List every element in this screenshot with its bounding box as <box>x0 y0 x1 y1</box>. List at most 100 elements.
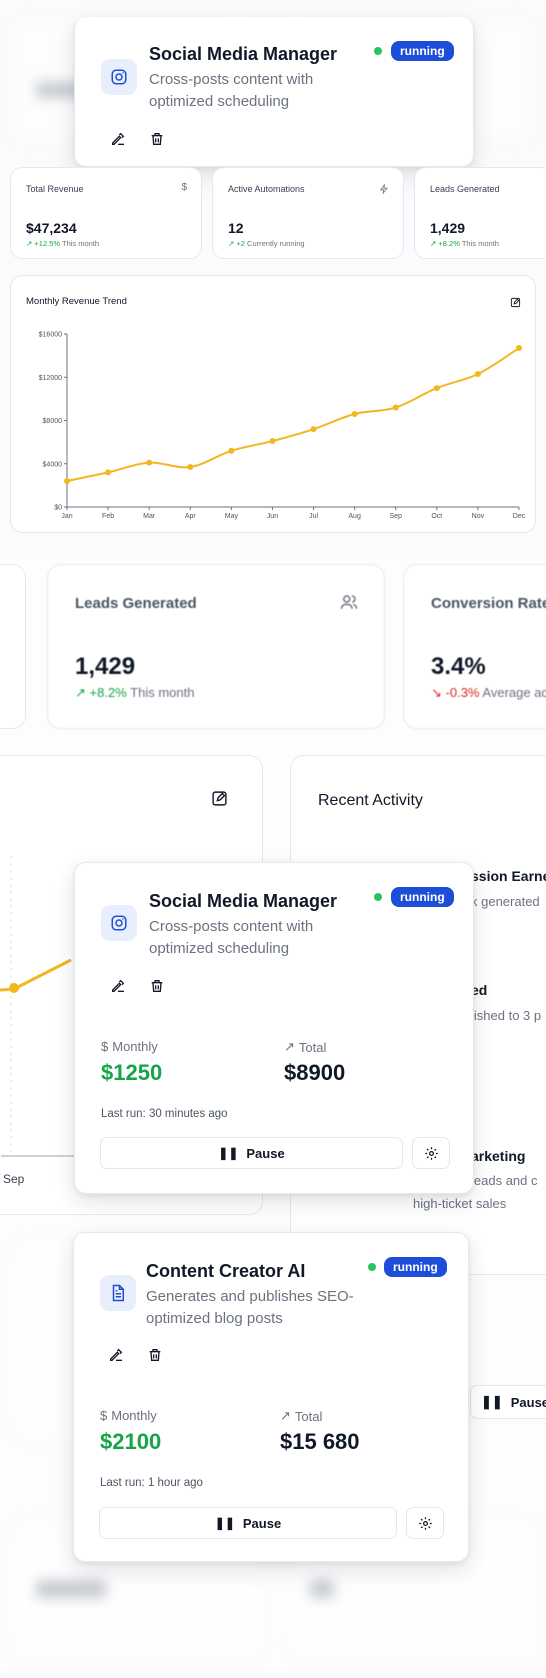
monthly-value: $2100 <box>100 1429 162 1454</box>
stat-value: $47,234 <box>26 220 77 236</box>
x-tick-label: May <box>225 513 239 520</box>
total-label: ↗ Total <box>284 1039 327 1055</box>
x-tick-label: Aug <box>348 513 361 520</box>
bolt-icon <box>379 181 389 199</box>
instagram-icon <box>101 905 137 941</box>
dollar-icon: $ <box>181 182 187 193</box>
agent-title: Content Creator AI <box>146 1261 306 1281</box>
stat-card-active-automations: Active Automations 12 ↗ +2 Currently run… <box>212 167 404 259</box>
status-badge: running <box>384 1257 447 1277</box>
data-point <box>310 426 317 433</box>
bg-pause-button[interactable]: ❚❚ Pause <box>470 1385 546 1419</box>
activity-item-title: ssion Earne <box>471 868 546 884</box>
x-tick-label: Jul <box>309 513 318 520</box>
edit-icon[interactable] <box>109 977 127 995</box>
pause-button[interactable]: ❚❚ Pause <box>99 1507 397 1539</box>
stat-value: 3.4% <box>431 653 486 680</box>
edit-icon[interactable] <box>211 790 228 812</box>
data-point <box>146 459 153 466</box>
edit-icon[interactable] <box>109 130 127 148</box>
trash-icon[interactable] <box>148 977 166 995</box>
stat-change: ↗ +8.2% This month <box>430 239 499 248</box>
x-tick-label: Jun <box>267 513 278 520</box>
stat-title: Conversion Rate <box>431 595 546 612</box>
revenue-line-chart: $0 $4000 $8000 $12000 $16000 Jan Feb Mar Apr May J… <box>39 332 526 521</box>
data-point <box>64 478 70 485</box>
y-tick-label: $16000 <box>39 332 62 339</box>
data-point <box>187 463 194 470</box>
axis-label: Sep <box>3 1172 25 1186</box>
edit-icon[interactable] <box>107 1346 125 1364</box>
data-point <box>105 469 112 476</box>
trash-icon[interactable] <box>146 1346 164 1364</box>
trend-down-icon: ↘ <box>431 685 442 700</box>
stat-value: 12 <box>228 220 244 236</box>
status-badge: running <box>391 41 454 61</box>
data-point <box>269 438 276 445</box>
stat-title: Leads Generated <box>430 184 500 194</box>
stat-change: ↘ -0.3% Average ac <box>431 685 546 700</box>
users-icon <box>340 593 358 616</box>
x-tick-label: Apr <box>185 513 197 520</box>
monthly-value: $1250 <box>101 1060 163 1085</box>
y-tick-label: $4000 <box>43 461 63 468</box>
pause-button[interactable]: ❚❚ Pause <box>100 1137 403 1169</box>
total-value: $15 680 <box>280 1429 360 1454</box>
trend-up-icon: ↗ <box>228 239 235 248</box>
stat-title: Leads Generated <box>75 595 197 612</box>
stat-value: 1,429 <box>75 653 136 680</box>
x-tick-label: Oct <box>431 513 442 520</box>
data-point <box>351 411 358 418</box>
total-value: $8900 <box>284 1060 346 1085</box>
settings-button[interactable] <box>412 1137 450 1169</box>
x-tick-label: Jan <box>61 513 72 520</box>
trend-up-icon: ↗ <box>284 1039 295 1054</box>
revenue-series-line <box>66 347 520 483</box>
x-tick-label: Mar <box>143 513 156 520</box>
recent-activity-title: Recent Activity <box>318 792 423 809</box>
agent-card-social: Social Media Manager Cross-posts content… <box>74 862 474 1194</box>
stat-card-partial <box>0 564 26 729</box>
last-run: Last run: 30 minutes ago <box>101 1108 228 1120</box>
data-point <box>474 371 481 378</box>
status-badge: running <box>391 887 454 907</box>
settings-button[interactable] <box>406 1507 444 1539</box>
status-dot <box>374 47 382 55</box>
dollar-icon: $ <box>101 1039 109 1054</box>
document-icon <box>100 1275 136 1311</box>
trash-icon[interactable] <box>148 130 166 148</box>
stat-change: ↗ +8.2% This month <box>75 685 195 700</box>
bg-chart-fragment <box>0 856 81 1157</box>
data-point <box>228 447 235 454</box>
dollar-icon: $ <box>100 1408 108 1423</box>
activity-item-subtitle: leads and c <box>471 1173 538 1188</box>
y-tick-label: $12000 <box>39 375 62 382</box>
gear-icon <box>424 1146 438 1160</box>
trend-up-icon: ↗ <box>75 685 86 700</box>
trend-up-icon: ↗ <box>26 239 33 248</box>
edit-icon[interactable] <box>510 295 521 313</box>
stat-title: Active Automations <box>228 184 305 194</box>
activity-item-subtitle: lished to 3 p <box>471 1008 542 1023</box>
instagram-icon <box>101 59 137 95</box>
stat-card-total-revenue: Total Revenue $ $47,234 ↗ +12.5% This mo… <box>10 167 202 259</box>
agent-description: Cross-posts content with optimized sched… <box>149 918 314 957</box>
monthly-label: $ Monthly <box>101 1039 158 1054</box>
monthly-label: $ Monthly <box>100 1408 157 1423</box>
trend-up-icon: ↗ <box>280 1408 291 1423</box>
last-run: Last run: 1 hour ago <box>100 1477 203 1489</box>
stat-change: ↗ +12.5% This month <box>26 239 100 248</box>
pause-icon: ❚❚ <box>214 1516 235 1530</box>
y-tick-label: $8000 <box>43 418 63 425</box>
agent-description: Cross-posts content with optimized sched… <box>149 71 314 110</box>
status-dot <box>368 1263 376 1271</box>
y-tick-label: $0 <box>54 505 62 512</box>
big-stat-leads: Leads Generated 1,429 ↗ +8.2% This month <box>47 564 385 729</box>
chart-card: Monthly Revenue Trend $0 $4000 $8000 $12000… <box>10 275 536 533</box>
agent-card-top: Social Media Manager Cross-posts content… <box>74 17 474 167</box>
total-label: ↗ Total <box>280 1408 323 1424</box>
x-tick-label: Dec <box>513 513 526 520</box>
x-tick-label: Sep <box>389 513 402 520</box>
pause-icon: ❚❚ <box>218 1146 239 1160</box>
